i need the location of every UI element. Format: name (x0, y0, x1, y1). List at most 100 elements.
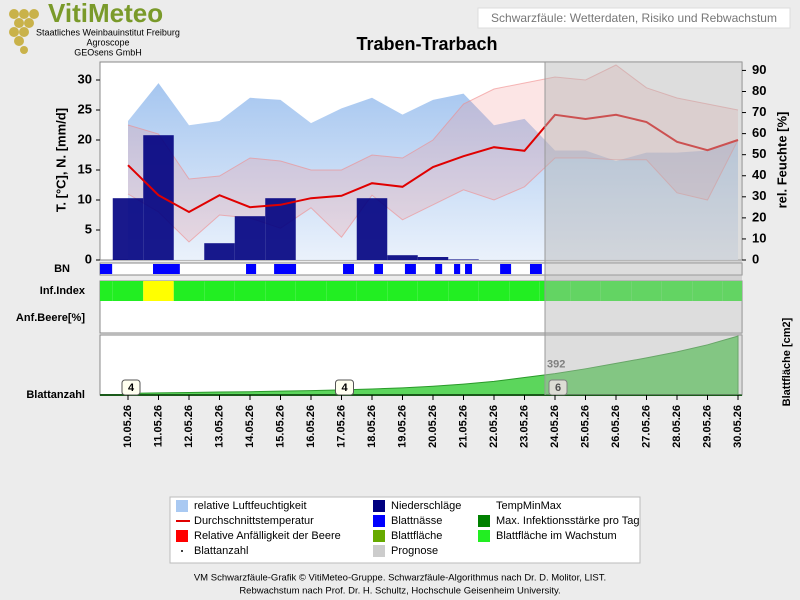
x-tick-label: 12.05.26 (183, 405, 195, 448)
leaf-wetness (343, 264, 355, 274)
leaf-wetness (465, 264, 473, 274)
leaf-wetness (435, 264, 443, 274)
infection-index (631, 281, 662, 301)
infection-index (112, 281, 144, 301)
logo-line: Agroscope (86, 37, 129, 47)
legend-label: Blattnässe (391, 515, 442, 527)
leaf-wetness (454, 264, 461, 274)
x-tick-label: 24.05.26 (549, 405, 561, 448)
legend-swatch (478, 515, 490, 527)
leaf-wetness (153, 264, 180, 274)
legend-label: Blattfläche (391, 530, 442, 542)
x-tick-label: 22.05.26 (488, 405, 500, 448)
y-axis-label: T. [°C], N. [mm/d] (53, 108, 68, 212)
y-tick-label: 10 (78, 191, 92, 206)
y2-tick-label: 90 (752, 62, 766, 77)
legend-label: Relative Anfälligkeit der Beere (194, 530, 341, 542)
x-tick-label: 10.05.26 (122, 405, 134, 448)
x-tick-label: 15.05.26 (274, 405, 286, 448)
leaf-wetness (274, 264, 297, 274)
infection-index (448, 281, 479, 301)
legend-swatch (181, 550, 183, 552)
legend-swatch (373, 530, 385, 542)
legend-label: Prognose (391, 545, 438, 557)
infection-index (478, 281, 510, 301)
y-tick-label: 0 (85, 251, 92, 266)
precip-bar (204, 243, 235, 260)
legend-swatch (478, 530, 490, 542)
infection-index (387, 281, 418, 301)
infection-index (204, 281, 235, 301)
temp-range-area (128, 65, 738, 242)
row-label: Inf.Index (40, 285, 86, 297)
leaf-count-marker (335, 379, 354, 396)
infection-index (661, 281, 693, 301)
y2-tick-label: 60 (752, 125, 766, 140)
legend-label: relative Luftfeuchtigkeit (194, 500, 307, 512)
leaf-count-marker (548, 379, 568, 396)
y2-tick-label: 0 (752, 251, 759, 266)
x-tick-label: 14.05.26 (244, 405, 256, 448)
precip-bar (143, 135, 174, 260)
banner-box (477, 7, 791, 29)
precip-bar (387, 255, 418, 260)
leaf-count-label: 6 (555, 382, 561, 394)
row-label: BN (54, 263, 70, 275)
infection-index (356, 281, 388, 301)
logo: VitiMeteo Staatliches Weinbauinstitut Fr… (9, 0, 180, 57)
infection-index (692, 281, 723, 301)
y-tick-label: 15 (78, 161, 92, 176)
leaf-wetness (500, 264, 512, 274)
infection-index (722, 281, 742, 301)
infection-index (234, 281, 266, 301)
y2-tick-label: 50 (752, 146, 766, 161)
x-tick-label: 26.05.26 (610, 405, 622, 448)
infection-index (173, 281, 205, 301)
x-tick-label: 19.05.26 (396, 405, 408, 448)
infection-index (600, 281, 632, 301)
y2-tick-label: 80 (752, 83, 766, 98)
x-tick-label: 21.05.26 (457, 405, 469, 448)
row-label: Anf.Beere[%] (16, 312, 85, 324)
infection-index (570, 281, 601, 301)
x-tick-label: 13.05.26 (213, 405, 225, 448)
y2-tick-label: 30 (752, 188, 766, 203)
x-tick-label: 20.05.26 (427, 405, 439, 448)
x-tick-label: 23.05.26 (518, 405, 530, 448)
infection-index (326, 281, 357, 301)
logo-line: Staatliches Weinbauinstitut Freiburg (36, 27, 180, 37)
leaf-count-label: 4 (341, 382, 348, 394)
legend-box (169, 496, 641, 564)
precip-bar (417, 257, 449, 260)
legend-swatch (373, 500, 385, 512)
x-tick-label: 27.05.26 (640, 405, 652, 448)
y-tick-label: 20 (78, 131, 92, 146)
logo-text: VitiMeteo (48, 0, 163, 28)
legend-label: Niederschläge (391, 500, 461, 512)
y-tick-label: 25 (78, 101, 92, 116)
legend-swatch (373, 545, 385, 557)
x-tick-label: 30.05.26 (732, 405, 744, 448)
legend-label: Blattanzahl (194, 545, 248, 557)
logo-line: GEOsens GmbH (74, 47, 142, 57)
y2-tick-label: 20 (752, 209, 766, 224)
leaf-area-label: Blattfläche [cm2] (781, 317, 793, 406)
infection-index-lead (100, 281, 113, 301)
banner: Schwarzfäule: Wetterdaten, Risiko und Re… (491, 11, 777, 25)
infection-index (295, 281, 327, 301)
precip-bar (112, 198, 144, 260)
legend-label: Max. Infektionsstärke pro Tag (496, 515, 639, 527)
y2-tick-label: 10 (752, 230, 766, 245)
leaf-area-label: 392 (547, 359, 565, 371)
temp-max-line (127, 64, 739, 180)
precip-bar (356, 198, 388, 260)
footer: Rebwachstum nach Prof. Dr. H. Schultz, H… (239, 586, 560, 597)
precip-bar (448, 259, 479, 260)
x-tick-label: 28.05.26 (671, 405, 683, 448)
leaf-wetness (374, 264, 383, 274)
legend-label: TempMinMax (496, 500, 562, 512)
temp-avg-line (127, 113, 739, 214)
infection-index (417, 281, 449, 301)
x-tick-label: 16.05.26 (305, 405, 317, 448)
